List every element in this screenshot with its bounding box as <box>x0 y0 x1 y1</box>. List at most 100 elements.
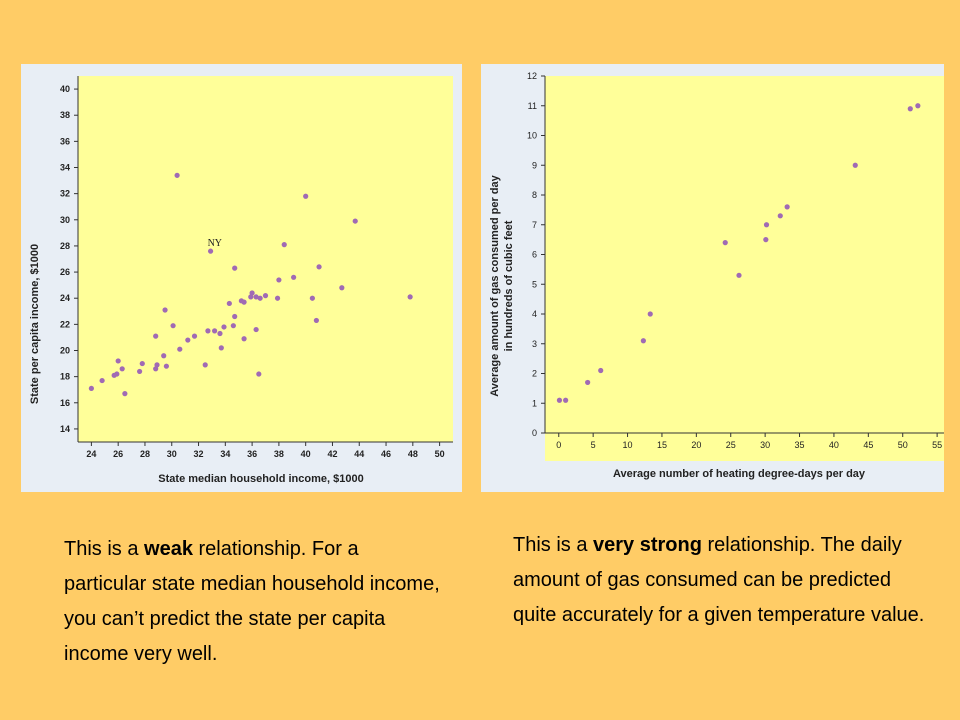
data-point <box>262 293 269 299</box>
x-tick-label: 50 <box>898 440 908 450</box>
data-point <box>205 328 211 334</box>
y-axis-ticks: 14 16 18 20 22 24 26 28 30 32 34 36 38 40 <box>60 76 79 442</box>
data-point <box>232 265 238 271</box>
data-point <box>185 337 191 343</box>
data-point <box>248 294 254 300</box>
data-point <box>137 368 143 375</box>
y-tick-label: 32 <box>60 189 70 199</box>
income-chart-panel: 14 16 18 20 22 24 26 28 30 32 34 36 38 40 24 26 28 30 32 3… <box>21 64 462 492</box>
x-tick-label: 5 <box>591 440 596 450</box>
x-tick-label: 45 <box>863 440 873 450</box>
data-point <box>784 204 790 210</box>
caption-right-after: relationship. The daily amount of gas co… <box>513 534 925 626</box>
y-tick-label: 12 <box>527 71 537 81</box>
y-tick-label: 2 <box>532 369 537 379</box>
data-point <box>153 366 159 372</box>
data-point <box>777 213 783 219</box>
x-tick-label: 38 <box>274 449 284 459</box>
data-point <box>217 330 223 337</box>
data-point <box>257 295 263 301</box>
data-point <box>232 313 238 320</box>
data-point <box>253 326 259 333</box>
data-point <box>556 397 563 403</box>
data-point <box>852 162 858 168</box>
x-tick-label: 32 <box>194 449 204 459</box>
annotation-label: NY <box>208 238 222 249</box>
caption-very-strong: This is a very strong relationship. The … <box>513 528 933 633</box>
data-point <box>249 290 255 296</box>
data-point <box>161 353 167 359</box>
y-tick-label: 9 <box>532 160 537 170</box>
data-point <box>352 218 358 224</box>
x-axis-label: Average number of heating degree-days pe… <box>613 468 866 480</box>
x-tick-label: 30 <box>167 449 177 459</box>
x-tick-label: 40 <box>301 449 311 459</box>
y-tick-label: 20 <box>60 346 70 356</box>
data-point <box>230 323 236 329</box>
x-tick-label: 40 <box>829 440 839 450</box>
x-axis-ticks: 24 26 28 30 32 34 36 38 40 42 44 46 48 50 <box>78 441 453 459</box>
y-tick-label: 30 <box>60 215 70 225</box>
data-point <box>313 317 319 324</box>
x-tick-label: 55 <box>932 440 942 450</box>
data-point <box>139 360 145 367</box>
x-tick-label: 34 <box>220 449 230 459</box>
gas-chart-panel: 0 1 2 3 4 5 6 7 8 9 10 11 12 0 5 10 15 20 25 30 35 40 45 50 55 … <box>481 64 944 492</box>
data-point <box>177 346 183 352</box>
caption-right-bold: very strong <box>593 534 702 556</box>
x-axis-ticks: 0 5 10 15 20 25 30 35 40 45 50 55 <box>545 432 944 450</box>
data-point <box>309 295 315 301</box>
x-tick-label: 25 <box>726 440 736 450</box>
data-point <box>291 274 297 280</box>
y-tick-label: 28 <box>60 241 70 251</box>
y-tick-label: 0 <box>532 428 537 438</box>
caption-left-bold: weak <box>144 538 193 560</box>
data-point <box>736 272 742 278</box>
data-point <box>915 103 921 109</box>
y-tick-label: 10 <box>527 131 537 141</box>
data-point <box>170 323 176 329</box>
data-point <box>191 333 198 339</box>
x-tick-label: 50 <box>435 449 445 459</box>
x-tick-label: 26 <box>113 449 123 459</box>
data-point <box>119 366 125 372</box>
x-tick-label: 48 <box>408 449 418 459</box>
y-axis-label-line-1: Average amount of gas consumed per day <box>489 174 501 396</box>
data-point <box>640 338 646 344</box>
data-point <box>174 172 180 178</box>
caption-weak: This is a weak relationship. For a parti… <box>64 532 444 672</box>
data-point <box>115 358 121 364</box>
data-point <box>241 299 247 305</box>
data-point <box>256 371 262 377</box>
y-tick-label: 6 <box>532 250 537 260</box>
y-tick-label: 24 <box>60 293 70 303</box>
caption-right-before: This is a <box>513 534 594 556</box>
plot-area <box>78 76 453 442</box>
data-point <box>722 240 728 246</box>
data-point <box>563 397 569 403</box>
x-tick-label: 15 <box>657 440 667 450</box>
data-point <box>202 362 208 368</box>
data-point <box>88 385 94 392</box>
caption-left-after: relationship. For a particular state med… <box>64 538 440 665</box>
data-point <box>99 377 105 384</box>
x-tick-label: 0 <box>556 440 561 450</box>
data-point <box>907 106 913 112</box>
data-point <box>585 379 591 386</box>
annotations: NY <box>208 238 222 249</box>
data-point <box>763 222 770 228</box>
data-point <box>316 264 322 270</box>
x-tick-label: 44 <box>354 449 364 459</box>
x-tick-label: 20 <box>691 440 701 450</box>
x-tick-label: 42 <box>327 449 337 459</box>
data-point <box>647 311 653 317</box>
x-tick-label: 36 <box>247 449 257 459</box>
data-point <box>122 391 128 397</box>
data-point <box>162 307 168 313</box>
data-point <box>153 333 159 339</box>
x-tick-label: 10 <box>623 440 633 450</box>
y-tick-label: 7 <box>532 220 537 230</box>
data-point <box>276 277 282 283</box>
